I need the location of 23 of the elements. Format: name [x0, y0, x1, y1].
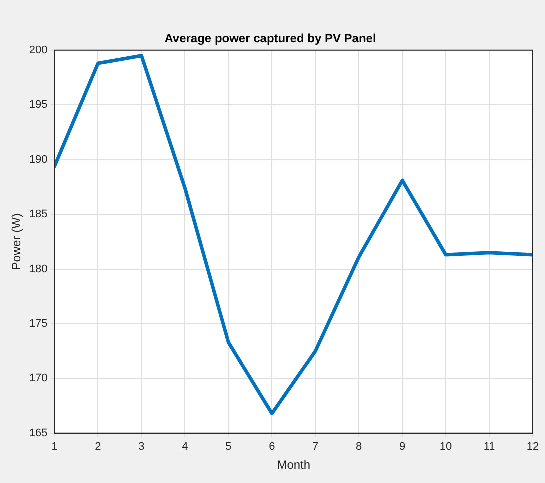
y-tick-label: 175	[29, 318, 48, 330]
y-axis-title: Power (W)	[10, 214, 24, 270]
y-tick-label: 200	[29, 44, 48, 56]
x-tick-label: 6	[269, 441, 276, 454]
y-tick-label: 170	[29, 372, 48, 385]
x-tick-label: 12	[526, 441, 540, 454]
x-tick-label: 11	[484, 441, 496, 454]
x-tick-label: 8	[356, 441, 362, 454]
chart-title: Average power captured by PV Panel	[164, 32, 376, 46]
x-tick-label: 7	[312, 441, 319, 454]
x-tick-label: 1	[52, 441, 58, 454]
x-tick-label: 5	[226, 441, 232, 454]
y-tick-label: 165	[29, 427, 48, 440]
y-tick-label: 185	[29, 208, 48, 221]
y-tick-label: 190	[29, 154, 48, 166]
x-tick-label: 4	[182, 441, 188, 454]
x-tick-label: 2	[95, 441, 102, 454]
y-tick-label: 180	[29, 263, 48, 276]
x-axis-title: Month	[277, 458, 311, 472]
x-tick-label: 10	[440, 441, 452, 454]
y-tick-label: 195	[29, 99, 48, 112]
x-tick-label: 3	[138, 441, 145, 454]
x-tick-label: 9	[400, 441, 406, 454]
